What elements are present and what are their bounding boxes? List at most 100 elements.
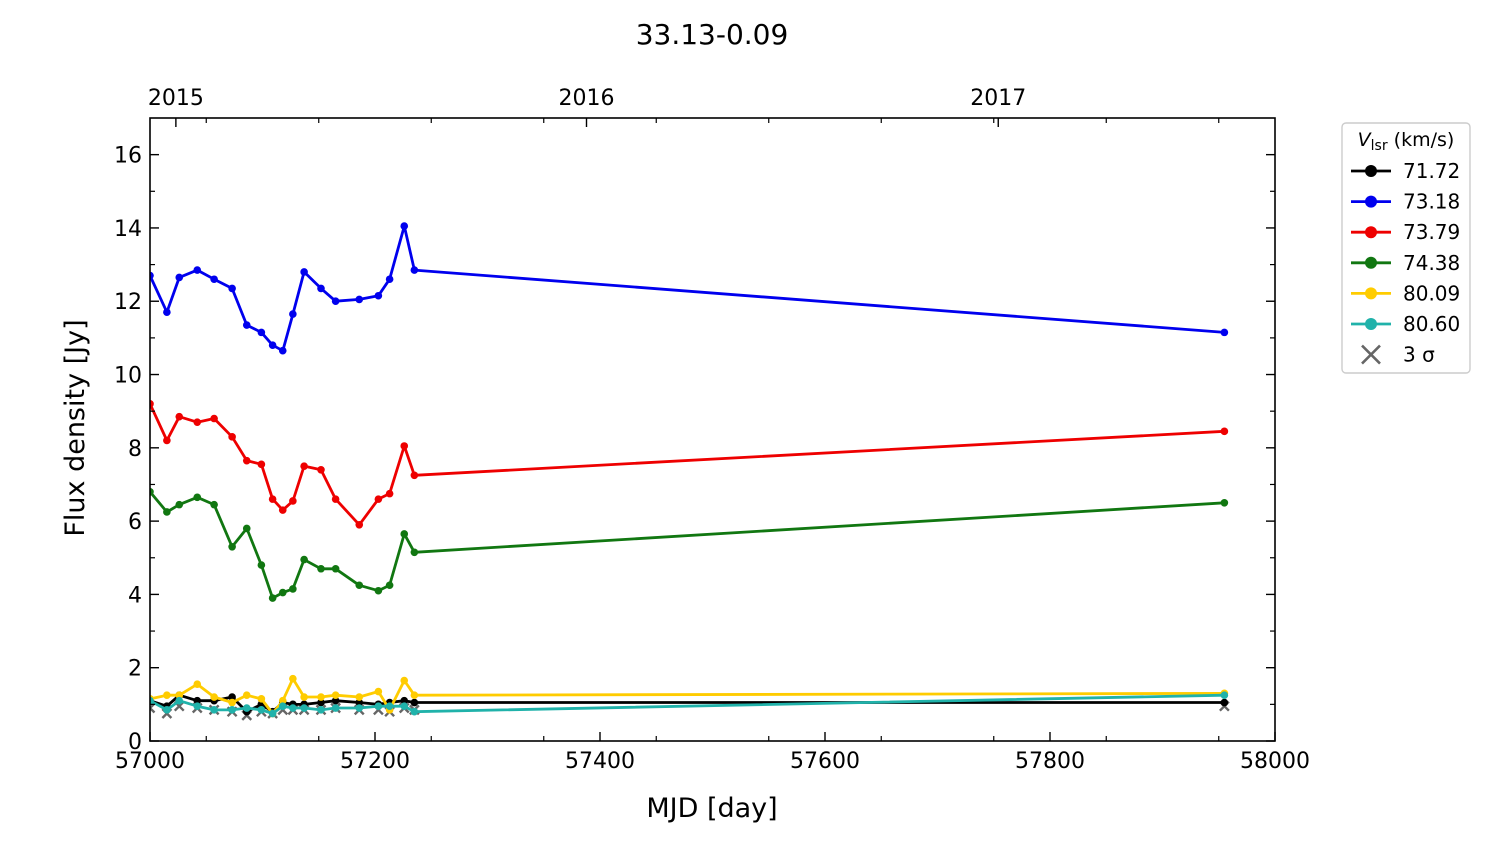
data-point-71.72 bbox=[317, 698, 325, 707]
data-point-74.38 bbox=[163, 508, 171, 516]
data-point-73.79 bbox=[331, 495, 340, 503]
legend-sigma-marker bbox=[1361, 344, 1381, 365]
data-point-73.18 bbox=[210, 275, 218, 284]
legend-box bbox=[1341, 122, 1471, 374]
y-tick-label: 10 bbox=[114, 364, 142, 389]
data-point-80.60 bbox=[300, 704, 308, 712]
data-point-80.60 bbox=[1220, 691, 1229, 699]
data-point-80.60 bbox=[355, 704, 364, 712]
series-line-74.38 bbox=[150, 490, 1225, 600]
data-point-73.18 bbox=[300, 268, 308, 276]
data-point-80.09 bbox=[175, 691, 184, 699]
legend-label: 73.79 bbox=[1403, 220, 1460, 244]
y-tick-label: 4 bbox=[128, 583, 142, 608]
data-point-80.09 bbox=[374, 687, 383, 696]
data-point-74.38 bbox=[331, 564, 340, 573]
y-tick-label: 6 bbox=[128, 510, 142, 535]
data-point-80.60 bbox=[331, 704, 340, 712]
data-point-80.09 bbox=[257, 695, 266, 703]
data-point-74.38 bbox=[268, 594, 277, 602]
data-point-73.79 bbox=[317, 466, 325, 474]
data-point-80.09 bbox=[331, 691, 340, 699]
data-point-71.72 bbox=[400, 696, 409, 705]
data-point-74.38 bbox=[300, 555, 308, 564]
data-point-80.09 bbox=[410, 691, 419, 699]
data-point-80.60 bbox=[268, 709, 277, 718]
data-point-80.60 bbox=[400, 702, 409, 710]
data-point-73.79 bbox=[242, 456, 251, 465]
data-point-80.09 bbox=[210, 693, 218, 701]
data-point-80.60 bbox=[374, 702, 383, 710]
data-point-71.72 bbox=[1220, 698, 1229, 707]
data-point-74.38 bbox=[374, 586, 383, 595]
data-point-73.79 bbox=[163, 436, 171, 445]
x-tick-label: 57200 bbox=[340, 749, 410, 774]
data-point-73.18 bbox=[278, 346, 287, 355]
y-tick-label: 16 bbox=[114, 144, 142, 169]
data-point-73.18 bbox=[175, 273, 184, 282]
axes-layer: 57000 57200 57400 57600 57800 58000 0 2 4 6 8 10 12 1… bbox=[114, 86, 1310, 774]
legend-marker-74.38 bbox=[1365, 256, 1377, 269]
data-point-80.60 bbox=[410, 707, 419, 716]
legend-label: 80.60 bbox=[1403, 312, 1460, 336]
data-point-74.38 bbox=[150, 488, 154, 496]
data-point-73.79 bbox=[1220, 427, 1229, 436]
data-point-74.38 bbox=[242, 524, 251, 533]
legend-marker-80.09 bbox=[1365, 287, 1377, 300]
plot-frame bbox=[149, 117, 1276, 742]
chart-title: 33.13-0.09 bbox=[636, 18, 789, 51]
data-point-73.18 bbox=[385, 275, 394, 284]
data-point-71.72 bbox=[331, 696, 340, 705]
data-point-73.79 bbox=[193, 418, 202, 426]
data-point-74.38 bbox=[385, 581, 394, 590]
data-point-73.18 bbox=[268, 341, 277, 350]
data-point-73.79 bbox=[257, 460, 266, 469]
data-point-73.79 bbox=[400, 442, 409, 450]
top-tick-label: 2015 bbox=[148, 86, 204, 111]
data-point-74.38 bbox=[175, 500, 184, 509]
top-tick-label: 2016 bbox=[559, 86, 615, 111]
data-point-71.72 bbox=[228, 693, 236, 701]
legend-label: 73.18 bbox=[1403, 190, 1460, 214]
data-point-73.79 bbox=[355, 520, 364, 529]
data-point-80.09 bbox=[317, 693, 325, 701]
data-point-73.79 bbox=[385, 489, 394, 498]
legend-marker-73.79 bbox=[1365, 226, 1377, 239]
data-point-73.18 bbox=[355, 295, 364, 304]
data-point-80.60 bbox=[150, 696, 154, 705]
legend-label-sigma: 3 σ bbox=[1403, 343, 1435, 367]
x-tick-label: 57400 bbox=[565, 749, 635, 774]
data-point-80.60 bbox=[163, 706, 171, 714]
legend-title: Vlsr (km/s) bbox=[1358, 129, 1455, 154]
data-point-74.38 bbox=[289, 585, 297, 593]
sigma-marker bbox=[150, 702, 156, 714]
data-point-80.09 bbox=[193, 680, 202, 688]
data-point-80.60 bbox=[175, 696, 184, 705]
data-point-80.09 bbox=[355, 693, 364, 701]
data-point-73.79 bbox=[410, 471, 419, 480]
y-tick-label: 14 bbox=[114, 217, 142, 242]
data-point-80.09 bbox=[163, 691, 171, 699]
x-axis-label: MJD [day] bbox=[646, 793, 777, 824]
data-point-74.38 bbox=[228, 542, 236, 551]
data-point-73.79 bbox=[278, 506, 287, 514]
legend: Vlsr (km/s) 71.72 73.18 73.79 74.38 80.09 80.6… bbox=[1341, 122, 1471, 374]
data-point-73.18 bbox=[163, 308, 171, 317]
legend-label: 74.38 bbox=[1403, 251, 1460, 275]
y-tick-label: 2 bbox=[128, 657, 142, 682]
legend-marker-80.60 bbox=[1365, 318, 1377, 330]
data-point-73.18 bbox=[317, 284, 325, 293]
data-point-80.60 bbox=[257, 706, 266, 714]
data-point-71.72 bbox=[410, 698, 419, 707]
data-point-73.79 bbox=[210, 414, 218, 423]
data-point-80.09 bbox=[242, 691, 251, 699]
data-point-80.60 bbox=[289, 704, 297, 712]
top-tick-label: 2017 bbox=[970, 86, 1026, 111]
data-point-80.60 bbox=[278, 702, 287, 710]
series-line-73.18 bbox=[150, 224, 1225, 353]
data-point-73.18 bbox=[374, 291, 383, 300]
data-point-80.60 bbox=[385, 702, 394, 710]
data-point-74.38 bbox=[278, 588, 287, 597]
y-axis-label: Flux density [Jy] bbox=[60, 319, 91, 536]
